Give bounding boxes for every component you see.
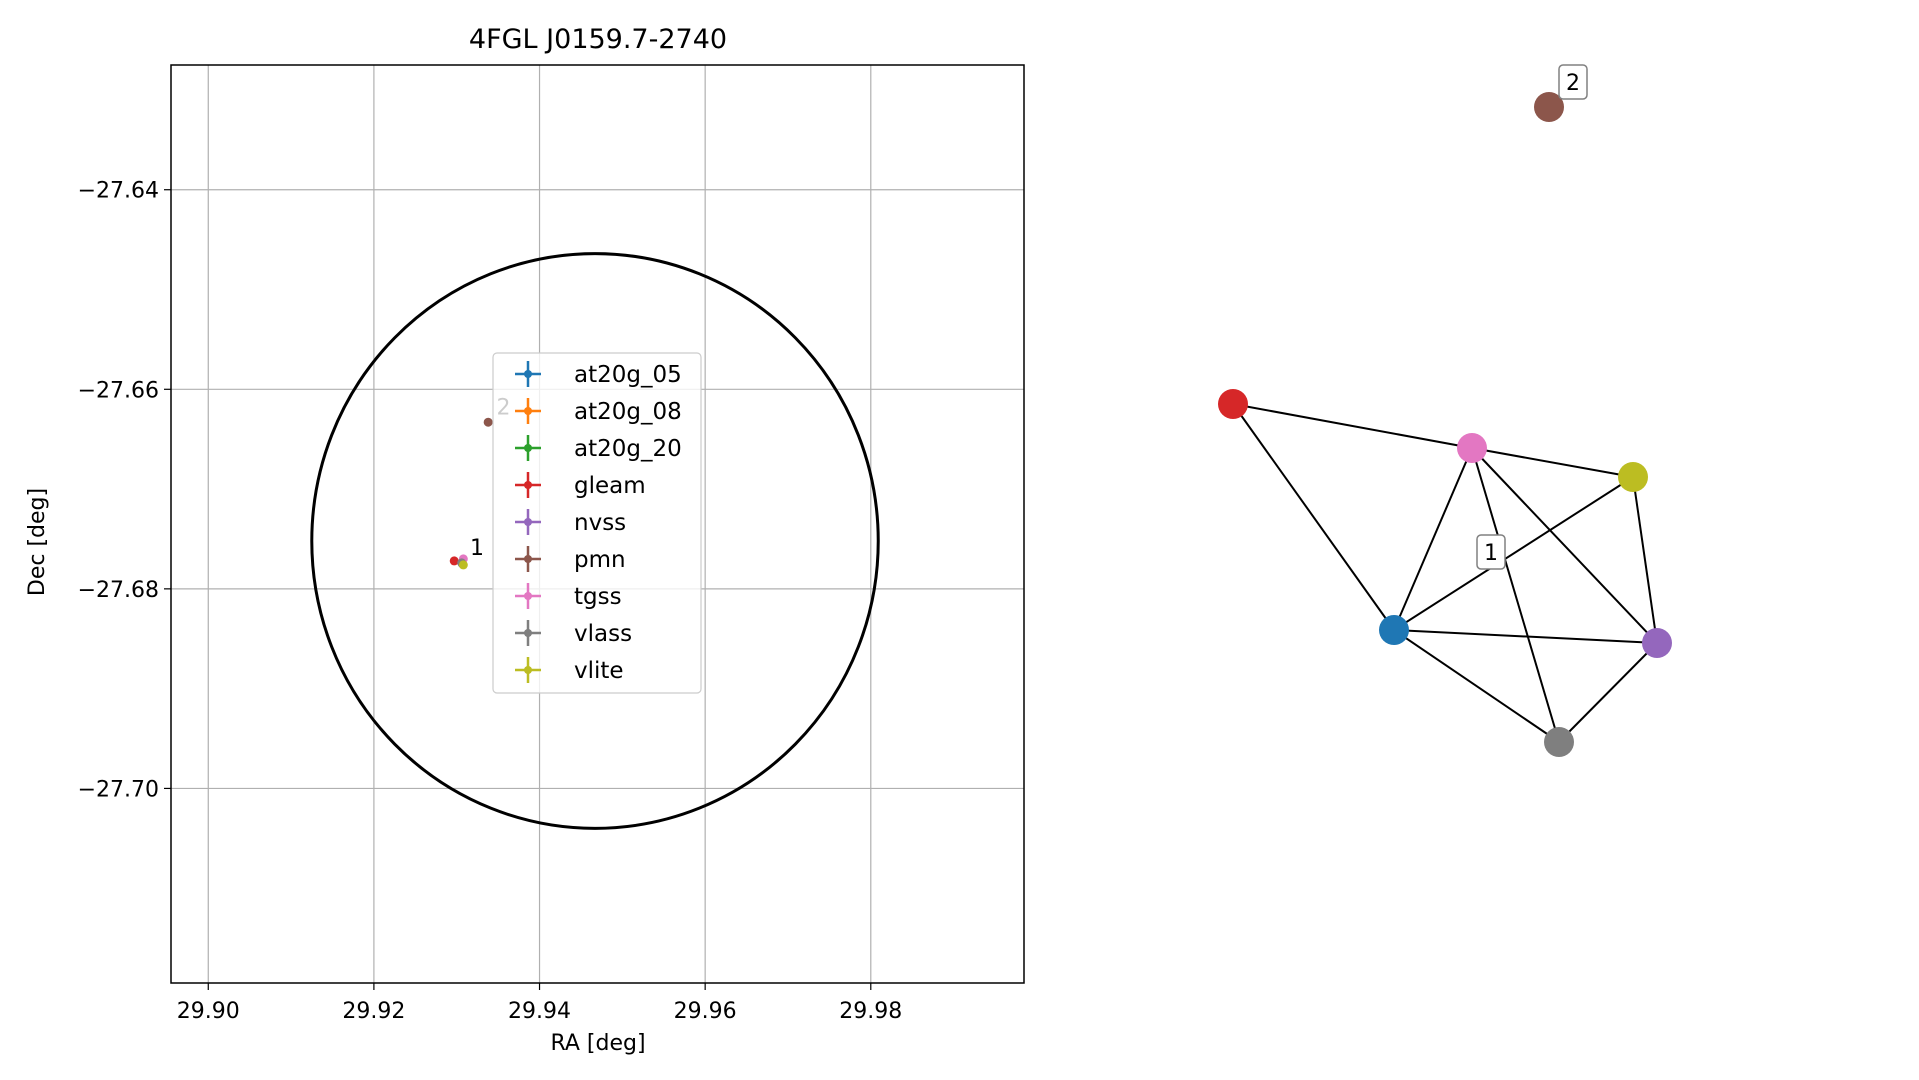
- network-nodes: [1218, 92, 1672, 757]
- legend-label-nvss: nvss: [574, 510, 626, 536]
- plot-frame: [170, 64, 1025, 984]
- y-tick-label: −27.68: [78, 578, 159, 603]
- node-pmn: [1534, 92, 1564, 122]
- edge-vlite-at20g_05: [1393, 476, 1634, 631]
- x-axis-ticks: 29.90 29.92 29.94 29.96 29.98: [177, 983, 902, 1024]
- legend-dot-vlite: [524, 666, 532, 674]
- edge-nvss-vlass: [1558, 642, 1658, 743]
- edge-at20g_05-vlass: [1393, 629, 1560, 743]
- network-labels: 12: [1476, 64, 1588, 570]
- data-points: [449, 417, 493, 570]
- point-vlite: [458, 560, 468, 570]
- x-tick-label: 29.96: [674, 999, 737, 1024]
- y-axis-label: Dec [deg]: [25, 488, 50, 596]
- legend-dot-nvss: [524, 518, 532, 526]
- y-axis-ticks: −27.64 −27.66 −27.68 −27.70: [78, 179, 171, 802]
- network-label: 1: [1484, 541, 1498, 566]
- legend-label-tgss: tgss: [574, 584, 622, 610]
- node-nvss: [1642, 628, 1672, 658]
- legend-dot-at20g_05: [524, 370, 532, 378]
- edge-vlite-nvss: [1632, 476, 1658, 644]
- network-label-box: [1558, 64, 1588, 100]
- network-graph: 12: [1218, 64, 1672, 757]
- node-gleam: [1218, 389, 1248, 419]
- node-vlass: [1544, 727, 1574, 757]
- x-tick-label: 29.92: [342, 999, 405, 1024]
- legend-dot-pmn: [524, 555, 532, 563]
- x-tick-label: 29.90: [177, 999, 240, 1024]
- node-at20g_05: [1379, 615, 1409, 645]
- point-pmn: [483, 417, 493, 427]
- legend-dot-gleam: [524, 481, 532, 489]
- legend-dot-at20g_20: [524, 444, 532, 452]
- edge-gleam-tgss: [1232, 403, 1473, 449]
- edge-tgss-at20g_05: [1393, 447, 1473, 631]
- network-edges: [1232, 403, 1658, 743]
- legend-label-at20g_05: at20g_05: [574, 362, 682, 388]
- legend-dot-tgss: [524, 592, 532, 600]
- x-tick-label: 29.94: [508, 999, 571, 1024]
- chart-title: 4FGL J0159.7-2740: [469, 24, 727, 55]
- legend-label-pmn: pmn: [574, 547, 626, 573]
- y-tick-label: −27.66: [78, 378, 159, 403]
- error-ellipse: [310, 252, 880, 830]
- grid-lines: [171, 65, 1024, 983]
- node-vlite: [1618, 462, 1648, 492]
- edge-at20g_05-nvss: [1393, 629, 1658, 644]
- edge-tgss-vlass: [1471, 447, 1560, 743]
- y-tick-label: −27.70: [78, 777, 159, 802]
- point-annotation: 1: [470, 536, 484, 561]
- y-tick-label: −27.64: [78, 179, 159, 204]
- legend-label-at20g_08: at20g_08: [574, 399, 682, 425]
- node-tgss: [1457, 433, 1487, 463]
- legend-label-gleam: gleam: [574, 473, 646, 499]
- legend-label-at20g_20: at20g_20: [574, 436, 682, 462]
- edge-tgss-vlite: [1471, 447, 1634, 478]
- legend-dot-vlass: [524, 629, 532, 637]
- legend-label-vlass: vlass: [574, 621, 632, 647]
- legend-dot-at20g_08: [524, 407, 532, 415]
- network-label-box: [1476, 534, 1506, 570]
- legend-box: [492, 352, 702, 694]
- point-gleam: [449, 556, 459, 566]
- edge-gleam-at20g_05: [1232, 403, 1395, 631]
- network-label: 2: [1566, 71, 1580, 96]
- legend-label-vlite: vlite: [574, 658, 624, 684]
- x-axis-label: RA [deg]: [550, 1031, 645, 1056]
- edge-tgss-nvss: [1471, 447, 1658, 644]
- x-tick-label: 29.98: [839, 999, 902, 1024]
